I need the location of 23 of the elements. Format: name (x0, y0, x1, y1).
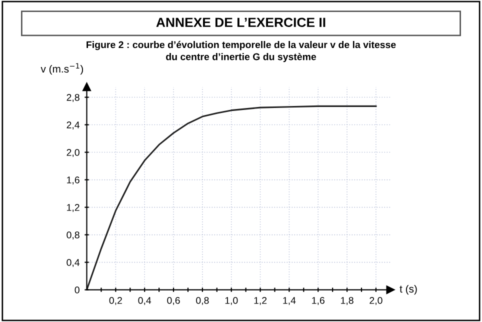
y-tick-label: 2,8 (66, 94, 80, 102)
x-tick-label: 1,0 (225, 297, 238, 306)
y-tick-label: 2,0 (66, 149, 80, 158)
x-tick-label: 2,0 (370, 297, 382, 306)
x-tick-label: 0,6 (167, 297, 180, 306)
y-tick-label: 0 (74, 286, 80, 294)
x-tick-label: 1,2 (254, 297, 267, 306)
y-axis-title: v (m.s$^{−1}$) (40, 63, 84, 75)
x-tick-label: 1,4 (283, 297, 296, 306)
line-series (86, 105, 377, 290)
y-tick-label: 1,2 (67, 204, 80, 212)
y-tick-label: 1,6 (67, 176, 80, 185)
x-tick-label: 1,8 (341, 297, 354, 306)
x-tick-label: 0,4 (138, 297, 152, 306)
x-tick-label: 0,2 (109, 297, 122, 306)
y-tick-label: 2,4 (66, 121, 80, 130)
chart-subtitle: Figure 2 : courbe d’évolution temporelle de la valeur v de la vitesse du centre d’inertie G du système (86, 40, 396, 62)
x-tick-label: 1,6 (312, 297, 324, 306)
x-axis-title: t (s) (400, 284, 417, 295)
y-tick-label: 0,8 (66, 232, 80, 240)
y-tick-label: 0,4 (66, 259, 80, 268)
chart-title: ANNEXE DE L’EXERCICE II (156, 18, 326, 28)
x-tick-label: 0,8 (196, 297, 209, 306)
